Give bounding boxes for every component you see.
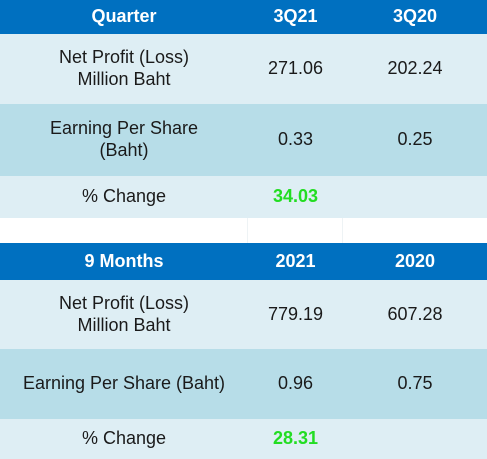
table-row: Net Profit (Loss) Million Baht 779.19 60… — [0, 280, 487, 349]
table-row: Earning Per Share (Baht) 0.33 0.25 — [0, 104, 487, 176]
quarter-header-row: Quarter 3Q21 3Q20 — [0, 0, 487, 34]
value-cell: 607.28 — [387, 303, 443, 324]
header-3q20: 3Q20 — [392, 6, 438, 27]
empty-cell — [343, 176, 487, 218]
value-cell: 0.33 — [277, 129, 314, 150]
change-row: % Change 34.03 — [0, 176, 487, 218]
row-label: Net Profit (Loss) Million Baht — [0, 34, 248, 104]
change-label: % Change — [81, 186, 167, 207]
separator-cell — [343, 218, 487, 243]
change-value: 34.03 — [272, 186, 319, 207]
separator-cell — [248, 218, 343, 243]
table-separator — [0, 218, 487, 243]
header-quarter: Quarter — [91, 6, 157, 27]
value-cell: 271.06 — [267, 58, 324, 79]
value-cell: 202.24 — [387, 58, 443, 79]
row-label: Earning Per Share (Baht) — [0, 104, 248, 176]
value-cell: 779.19 — [267, 303, 324, 324]
change-row: % Change 28.31 — [0, 419, 487, 459]
separator-cell — [0, 218, 248, 243]
header-3q21: 3Q21 — [273, 6, 318, 27]
header-9-months: 9 Months — [84, 250, 164, 271]
row-label: Earning Per Share (Baht) — [22, 373, 226, 394]
table-row: Net Profit (Loss) Million Baht 271.06 20… — [0, 34, 487, 104]
change-label: % Change — [81, 428, 167, 449]
change-value: 28.31 — [272, 428, 319, 449]
row-label-line1: Net Profit (Loss) — [58, 47, 190, 68]
value-cell: 0.75 — [397, 373, 433, 394]
nine-month-header-row: 9 Months 2021 2020 — [0, 243, 487, 280]
table-row: Earning Per Share (Baht) 0.96 0.75 — [0, 349, 487, 419]
row-label-line2: Million Baht — [77, 69, 171, 89]
row-label-line1: Net Profit (Loss) — [58, 292, 190, 313]
header-2020: 2020 — [394, 250, 436, 271]
value-cell: 0.25 — [397, 129, 433, 150]
empty-cell — [343, 419, 487, 459]
value-cell: 0.96 — [277, 373, 314, 394]
row-label-line1: Earning Per Share — [49, 118, 199, 139]
row-label: Net Profit (Loss) Million Baht — [0, 280, 248, 349]
row-label-line2: (Baht) — [99, 140, 149, 160]
row-label-line2: Million Baht — [77, 314, 171, 335]
header-2021: 2021 — [275, 250, 316, 271]
